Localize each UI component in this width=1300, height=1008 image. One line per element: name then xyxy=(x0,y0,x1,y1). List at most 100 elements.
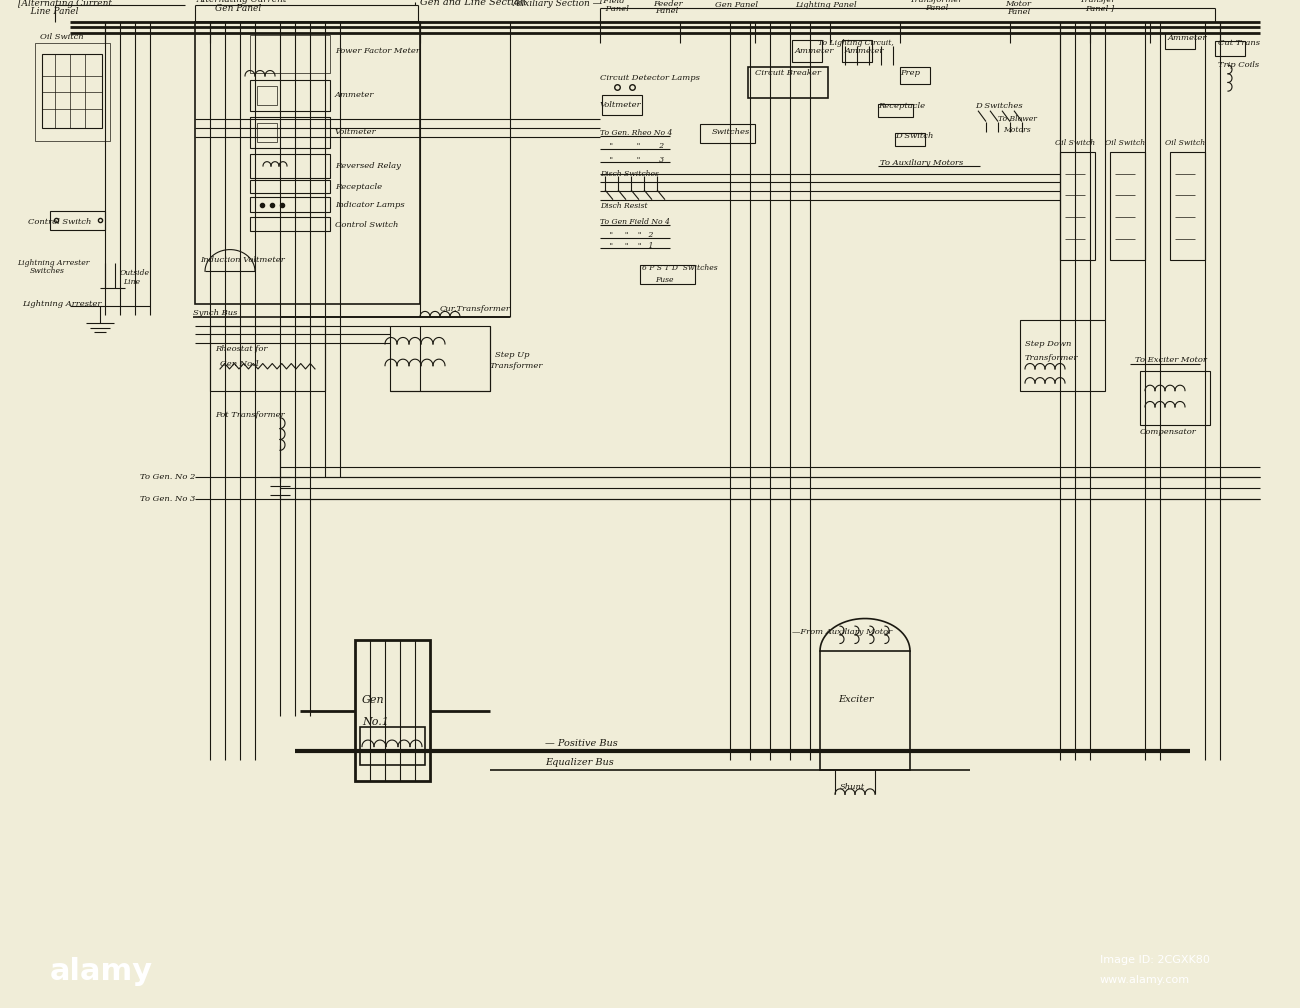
Text: No.1: No.1 xyxy=(361,717,389,727)
Bar xyxy=(42,54,101,128)
Text: Gen and Line Section: Gen and Line Section xyxy=(420,0,526,7)
Text: 6 P S T D  Switches: 6 P S T D Switches xyxy=(642,264,718,272)
Bar xyxy=(1060,152,1095,260)
Text: "     "    "   2: " " " 2 xyxy=(601,232,654,240)
Text: Alternating Current: Alternating Current xyxy=(198,0,287,4)
Text: Exciter: Exciter xyxy=(838,696,874,705)
Text: To Lighting Circuit,: To Lighting Circuit, xyxy=(818,39,894,47)
Text: Ind: Ind xyxy=(1010,0,1024,2)
Text: Compensator: Compensator xyxy=(1140,427,1197,435)
Text: Line Panel: Line Panel xyxy=(22,7,78,16)
Text: Lightning Arrester: Lightning Arrester xyxy=(17,259,90,266)
Bar xyxy=(211,326,325,391)
Bar xyxy=(878,104,913,117)
Text: Indicator Lamps: Indicator Lamps xyxy=(335,201,404,209)
Bar xyxy=(250,198,330,212)
Bar xyxy=(747,68,828,98)
Text: Equalizer Bus: Equalizer Bus xyxy=(545,758,614,767)
Bar xyxy=(699,124,755,143)
Text: Control Switch: Control Switch xyxy=(29,219,91,227)
Text: To Gen. No 3: To Gen. No 3 xyxy=(140,495,195,503)
Text: Shunt: Shunt xyxy=(840,783,866,790)
Text: D Switch: D Switch xyxy=(894,132,933,140)
Bar xyxy=(250,217,330,231)
Bar xyxy=(900,68,929,84)
Text: Oil Switch: Oil Switch xyxy=(40,33,83,41)
Text: Power Factor Meter: Power Factor Meter xyxy=(335,47,420,55)
Text: alamy: alamy xyxy=(49,957,153,986)
Text: Rheostat for: Rheostat for xyxy=(214,346,268,354)
Text: Oil Switch: Oil Switch xyxy=(1165,139,1205,147)
Text: Induction Voltmeter: Induction Voltmeter xyxy=(200,256,285,264)
Text: To Exciter Motor: To Exciter Motor xyxy=(1135,356,1206,364)
Text: Oil Switch: Oil Switch xyxy=(1105,139,1145,147)
Text: Gen No.1: Gen No.1 xyxy=(220,360,260,368)
Text: Prep: Prep xyxy=(900,69,920,77)
Bar xyxy=(1140,371,1210,425)
Text: Lightning Arrester: Lightning Arrester xyxy=(22,299,101,307)
Text: Cur.Transformer: Cur.Transformer xyxy=(439,305,511,313)
Bar xyxy=(894,133,926,146)
Text: D Switches: D Switches xyxy=(975,103,1023,110)
Text: Step Down: Step Down xyxy=(1024,340,1071,348)
Text: Transfer: Transfer xyxy=(1080,0,1117,4)
Text: Trip Coils: Trip Coils xyxy=(1218,61,1260,70)
Bar xyxy=(390,326,490,391)
Text: Outside: Outside xyxy=(120,269,150,277)
Text: Auxiliary Section —: Auxiliary Section — xyxy=(514,0,603,8)
Text: Fuse: Fuse xyxy=(655,276,673,284)
Text: Panel: Panel xyxy=(1008,8,1030,16)
Text: "          "        2: " " 2 xyxy=(601,142,664,150)
Text: Panel: Panel xyxy=(926,4,948,12)
Text: Motor: Motor xyxy=(1005,0,1031,8)
Text: Cut Trans: Cut Trans xyxy=(1218,39,1260,47)
Bar xyxy=(1020,321,1105,391)
Text: — Positive Bus: — Positive Bus xyxy=(545,739,617,748)
Text: Synch Bus: Synch Bus xyxy=(192,308,238,317)
Text: To Gen. Rheo No 4: To Gen. Rheo No 4 xyxy=(601,129,672,137)
Bar xyxy=(250,180,330,194)
Text: Reversed Relay: Reversed Relay xyxy=(335,162,400,170)
Text: Oil Switch: Oil Switch xyxy=(1056,139,1095,147)
Bar xyxy=(360,727,425,765)
Text: —From Auxiliary Motor: —From Auxiliary Motor xyxy=(792,628,892,635)
Text: Switches: Switches xyxy=(712,128,750,136)
Bar xyxy=(1170,152,1205,260)
Bar xyxy=(49,211,105,230)
Bar xyxy=(250,34,330,73)
Bar xyxy=(257,86,277,105)
Text: Voltmeter: Voltmeter xyxy=(601,101,642,109)
Text: Panel ]: Panel ] xyxy=(1086,5,1114,13)
Text: To Auxiliary Motors: To Auxiliary Motors xyxy=(880,159,963,166)
Bar xyxy=(792,40,822,61)
Text: To Gen Field No 4: To Gen Field No 4 xyxy=(601,219,670,227)
Text: [Alternating Current: [Alternating Current xyxy=(18,0,112,8)
Text: Gen Panel: Gen Panel xyxy=(715,1,758,9)
Text: Disch Switches: Disch Switches xyxy=(601,169,659,177)
Bar xyxy=(257,123,277,142)
Bar xyxy=(35,43,111,141)
Text: Transformer: Transformer xyxy=(490,362,543,370)
Text: Receptacle: Receptacle xyxy=(335,182,382,191)
Text: Circuit Detector Lamps: Circuit Detector Lamps xyxy=(601,75,699,82)
Bar xyxy=(640,265,696,284)
Text: [Field: [Field xyxy=(601,0,624,4)
Text: Circuit Breaker: Circuit Breaker xyxy=(755,69,822,77)
Bar xyxy=(1216,41,1245,56)
Text: To Gen. No 2: To Gen. No 2 xyxy=(140,474,195,482)
Bar xyxy=(355,640,430,781)
Text: "     "    "   1: " " " 1 xyxy=(601,242,654,250)
Text: Image ID: 2CGXK80: Image ID: 2CGXK80 xyxy=(1100,956,1210,965)
Text: Disch Resist: Disch Resist xyxy=(601,203,647,211)
Text: Transformer: Transformer xyxy=(1024,354,1079,362)
Text: Exciter: Exciter xyxy=(720,0,750,2)
Bar xyxy=(1165,32,1195,48)
Bar xyxy=(842,40,872,61)
Text: Blower &: Blower & xyxy=(800,0,840,2)
Text: Panel: Panel xyxy=(655,7,679,15)
Bar xyxy=(1110,152,1145,260)
Text: Gen: Gen xyxy=(361,695,385,705)
Text: Pot Transformer: Pot Transformer xyxy=(214,410,285,418)
Text: Exciter: Exciter xyxy=(655,0,685,2)
Bar xyxy=(820,651,910,770)
